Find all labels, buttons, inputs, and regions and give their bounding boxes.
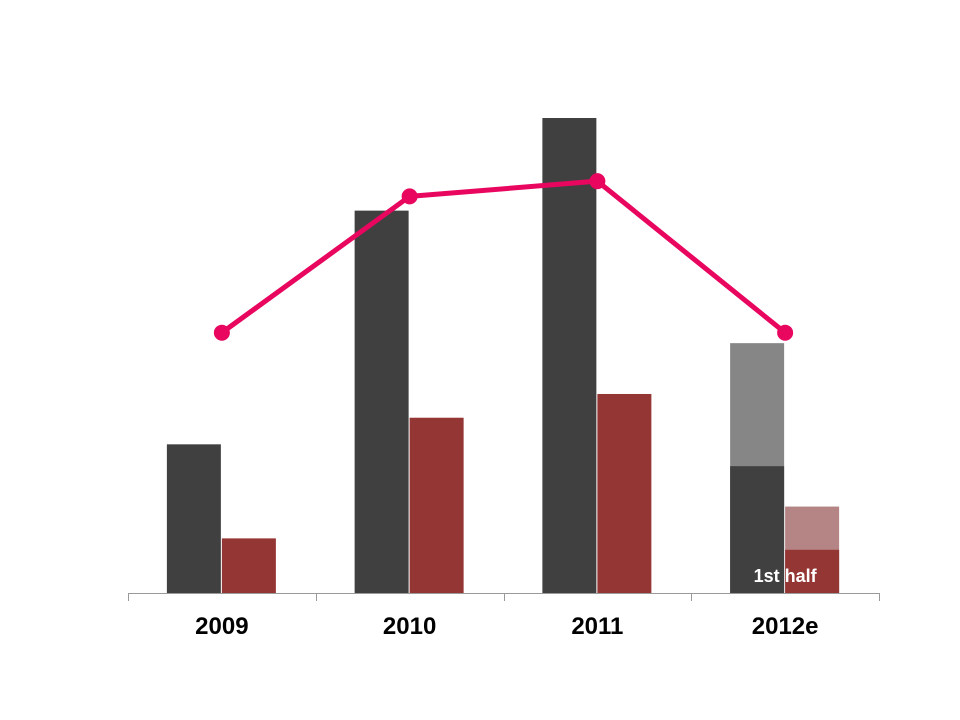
bar-2011-series-2	[597, 393, 652, 593]
line-point-2011	[589, 173, 606, 190]
annotation-layer: 1st half	[754, 566, 818, 586]
bar-2009-series-2	[221, 538, 276, 593]
line-point-2010	[401, 188, 418, 205]
x-tick-label-2009: 2009	[195, 613, 248, 640]
line-point-2012e	[777, 324, 794, 341]
x-tick-label-2011: 2011	[571, 613, 623, 640]
bar-2012e-series-1	[730, 466, 785, 593]
bar-2012e-series-2	[785, 549, 840, 593]
bars-layer	[166, 118, 840, 593]
bar-2011-series-1	[542, 118, 597, 593]
line-series-1	[220, 178, 787, 335]
line-point-2009	[213, 324, 230, 341]
x-tick-label-2010: 2010	[383, 613, 436, 640]
bar-2009-series-1	[166, 444, 221, 593]
bar-2010-series-2	[409, 417, 464, 593]
line-series-layer	[213, 173, 794, 341]
x-tick-label-2012e: 2012e	[752, 613, 819, 640]
tick-labels-layer: 2009 2010 2011 2012e	[195, 613, 818, 640]
annotation-label: 1st half	[754, 566, 818, 586]
bar-2010-series-1	[354, 210, 409, 593]
x-axis	[128, 593, 880, 601]
